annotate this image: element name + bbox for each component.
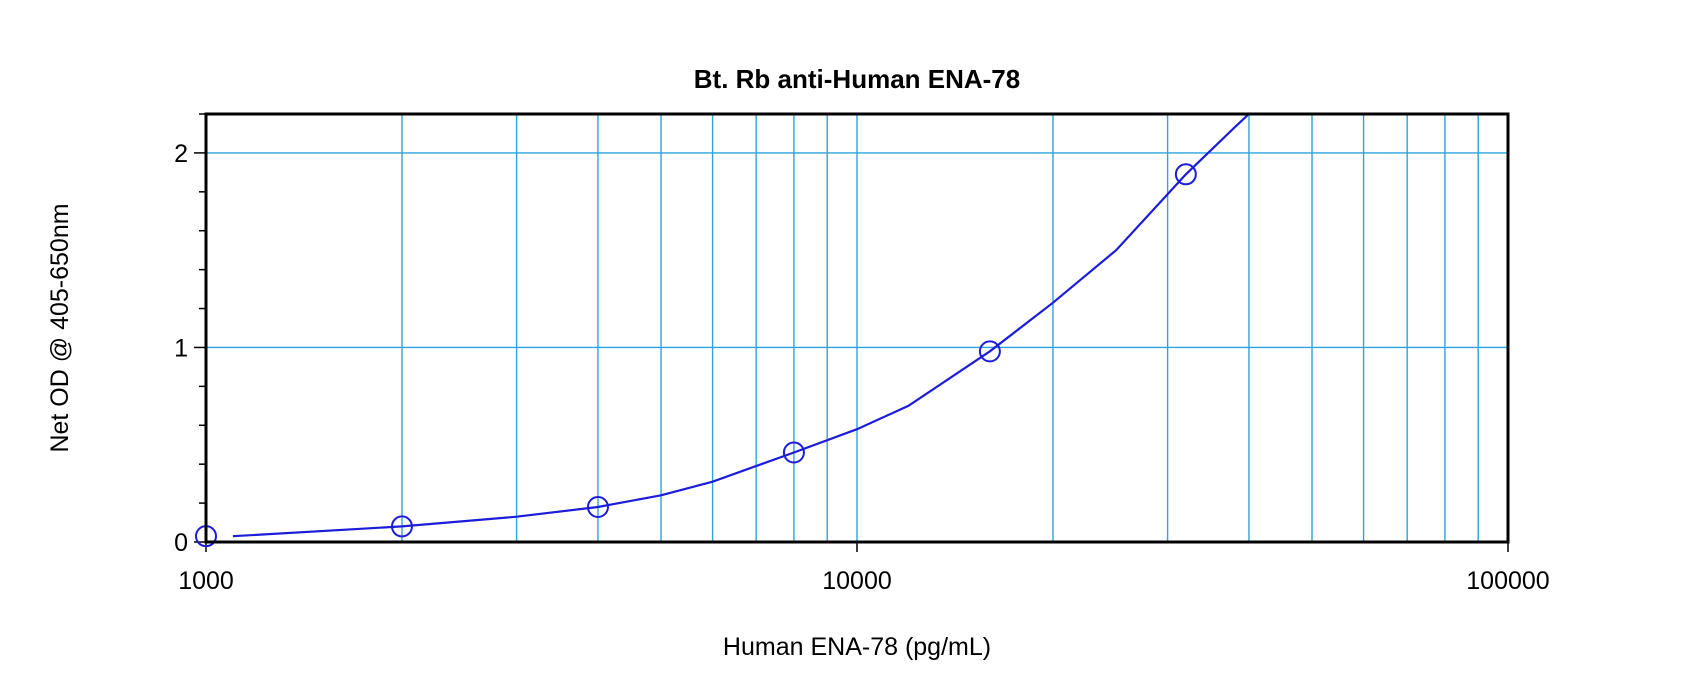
points-layer xyxy=(195,163,1197,548)
data-point xyxy=(586,495,609,518)
x-tick-label: 10000 xyxy=(822,567,892,595)
fit-curve xyxy=(232,113,1250,538)
data-point xyxy=(782,441,805,464)
minor-ticks xyxy=(194,113,1509,552)
x-tick-label: 1000 xyxy=(178,567,234,595)
data-point xyxy=(978,340,1001,363)
tick-labels: 0 1 2 1000 10000 100000 xyxy=(174,140,1550,595)
data-point xyxy=(390,515,413,538)
data-point xyxy=(1174,163,1197,186)
x-tick-label: 100000 xyxy=(1466,567,1549,595)
chart-title: Bt. Rb anti-Human ENA-78 xyxy=(694,64,1020,94)
y-tick-label: 1 xyxy=(174,334,188,362)
y-tick-label: 2 xyxy=(174,140,188,168)
fit-layer xyxy=(232,113,1250,538)
y-tick-label: 0 xyxy=(174,529,188,557)
x-axis-label: Human ENA-78 (pg/mL) xyxy=(723,633,991,661)
grid xyxy=(206,114,1508,542)
plot-frame xyxy=(204,112,1510,544)
y-axis-label: Net OD @ 405-650nm xyxy=(46,203,74,452)
